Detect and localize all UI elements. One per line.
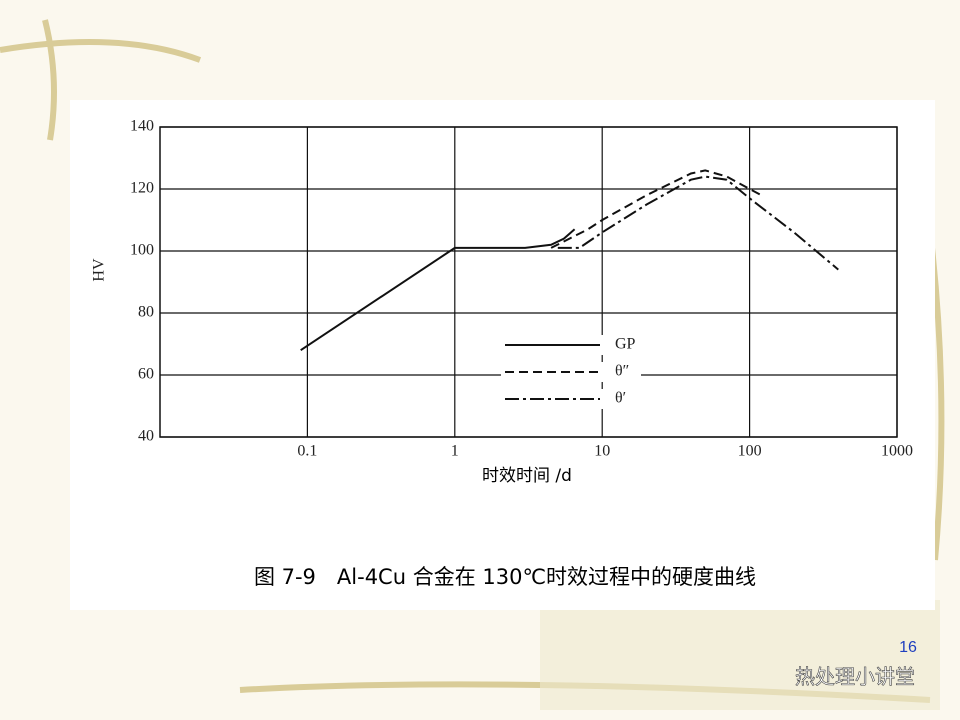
watermark: 热处理小讲堂 bbox=[795, 665, 915, 689]
series-line bbox=[557, 175, 839, 271]
caption: 图 7-9 Al-4Cu 合金在 130℃时效过程中的硬度曲线 bbox=[254, 565, 756, 589]
x-tick-label: 0.1 bbox=[297, 443, 317, 460]
x-tick-label: 100 bbox=[738, 443, 762, 460]
y-tick-label: 80 bbox=[138, 304, 154, 321]
legend-bg bbox=[501, 362, 641, 382]
decoration bbox=[540, 600, 940, 710]
x-tick-label: 1 bbox=[451, 443, 459, 460]
legend-label: θ″ bbox=[615, 363, 629, 380]
x-axis-label: 时效时间 /d bbox=[482, 466, 572, 486]
x-tick-label: 10 bbox=[594, 443, 610, 460]
legend-label: θ′ bbox=[615, 390, 626, 407]
legend-label: GP bbox=[615, 336, 636, 353]
y-tick-label: 120 bbox=[130, 180, 154, 197]
page-number: 16 bbox=[899, 639, 917, 656]
decoration bbox=[0, 19, 945, 703]
y-tick-label: 140 bbox=[130, 118, 154, 135]
series-line bbox=[300, 228, 576, 352]
series-line bbox=[550, 169, 762, 249]
y-tick-label: 60 bbox=[138, 366, 154, 383]
y-tick-label: 40 bbox=[138, 428, 154, 445]
y-tick-label: 100 bbox=[130, 242, 154, 259]
y-axis-label: HV bbox=[91, 258, 108, 282]
x-tick-label: 1000 bbox=[881, 443, 913, 460]
legend-bg bbox=[501, 389, 641, 409]
